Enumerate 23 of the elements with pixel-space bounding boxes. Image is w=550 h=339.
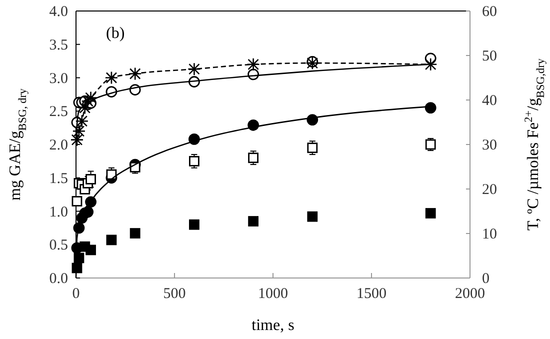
y-tick-label: 4.0 bbox=[49, 4, 68, 20]
y-tick-label: 0.0 bbox=[49, 271, 68, 287]
y2-tick-label: 50 bbox=[482, 48, 497, 64]
x-tick-label: 1500 bbox=[356, 286, 386, 302]
y2-tick-label: 60 bbox=[482, 4, 497, 20]
text: (b) bbox=[106, 25, 125, 42]
y2-tick-label: 40 bbox=[482, 93, 497, 109]
y2-tick-label: 10 bbox=[482, 226, 497, 242]
x-tick-label: 500 bbox=[163, 286, 186, 302]
y2-tick-label: 20 bbox=[482, 182, 497, 198]
y-tick-label: 2.5 bbox=[49, 104, 68, 120]
y2-tick-label: 30 bbox=[482, 138, 497, 154]
y-tick-label: 0.5 bbox=[49, 238, 68, 254]
x-axis-title: time, s bbox=[252, 317, 294, 334]
x-tick-label: 1000 bbox=[258, 286, 288, 302]
y-tick-label: 3.0 bbox=[49, 70, 68, 87]
y-tick-label: 1.5 bbox=[49, 170, 68, 187]
y-tick-label: 1.0 bbox=[49, 204, 68, 220]
x-tick-label: 0 bbox=[72, 286, 80, 302]
y2-tick-label: 0 bbox=[482, 271, 490, 287]
y-tick-label: 2.0 bbox=[49, 138, 68, 154]
x-tick-label: 2000 bbox=[455, 286, 485, 302]
y-tick-label: 3.5 bbox=[49, 37, 68, 54]
